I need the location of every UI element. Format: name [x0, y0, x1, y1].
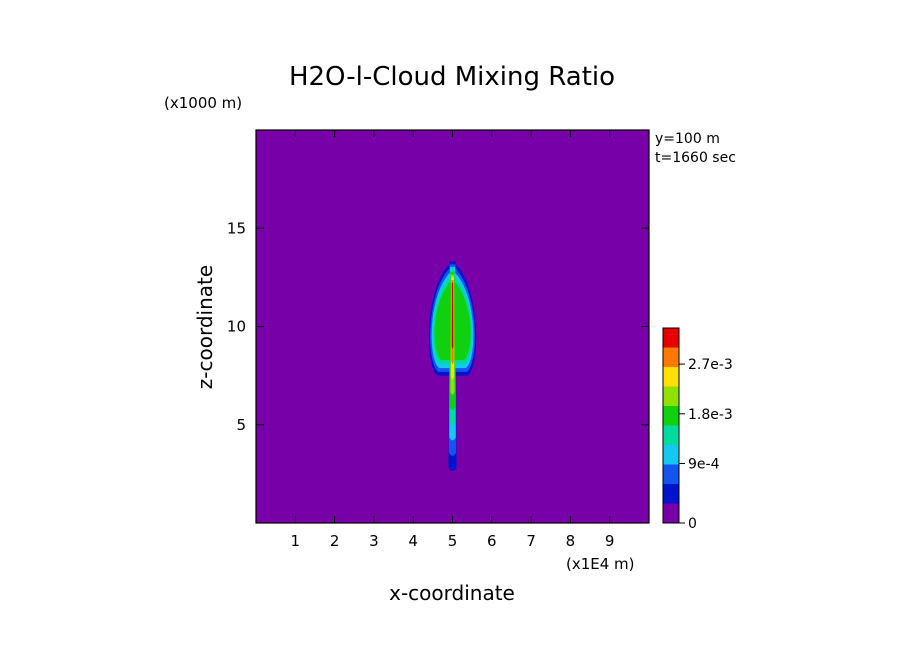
cloud-plume [428, 261, 477, 471]
colorbar-segment [663, 445, 679, 465]
plume-stem-band [451, 282, 454, 349]
x-axis-ticks: 1 2 3 4 5 6 7 8 9 [291, 130, 615, 550]
x-tick-label: 2 [330, 532, 340, 550]
y-axis-ticks: 5 10 15 [227, 219, 649, 434]
colorbar-tick-label: 2.7e-3 [688, 357, 733, 373]
annotation-time: t=1660 sec [655, 150, 736, 166]
colorbar-segment [663, 425, 679, 445]
colorbar-tick-label: 0 [688, 516, 697, 532]
y-tick-label: 5 [236, 416, 246, 434]
x-tick-label: 1 [291, 532, 301, 550]
x-tick-label: 6 [487, 532, 497, 550]
x-tick-label: 4 [408, 532, 418, 550]
y-axis-label: z-coordinate [193, 265, 217, 389]
x-tick-label: 3 [369, 532, 379, 550]
plot-area: 1 2 3 4 5 6 7 8 9 5 10 15 [227, 129, 650, 550]
colorbar-segment [663, 367, 679, 387]
colorbar-tick-label: 1.8e-3 [688, 407, 733, 423]
colorbar-segment [663, 347, 679, 367]
x-tick-label: 7 [526, 532, 536, 550]
colorbar-segment [663, 406, 679, 426]
colorbar-tick-label: 9e-4 [688, 457, 720, 473]
x-axis-label: x-coordinate [389, 581, 515, 605]
colorbar-segment [663, 503, 679, 523]
x-tick-label: 9 [605, 532, 615, 550]
colorbar-segment [663, 328, 679, 348]
annotation-y-position: y=100 m [655, 131, 720, 147]
x-axis-unit: (x1E4 m) [566, 555, 635, 573]
y-tick-label: 15 [227, 219, 246, 237]
x-tick-label: 8 [566, 532, 576, 550]
chart-title: H2O-l-Cloud Mixing Ratio [289, 62, 615, 92]
colorbar-segment [663, 464, 679, 484]
y-tick-label: 10 [227, 318, 246, 336]
colorbar: 0 9e-4 1.8e-3 2.7e-3 [662, 327, 733, 532]
colorbar-segment [663, 484, 679, 504]
colorbar-frame [662, 327, 680, 524]
colorbar-segment [663, 386, 679, 406]
y-axis-unit: (x1000 m) [164, 94, 242, 112]
x-tick-label: 5 [448, 532, 458, 550]
